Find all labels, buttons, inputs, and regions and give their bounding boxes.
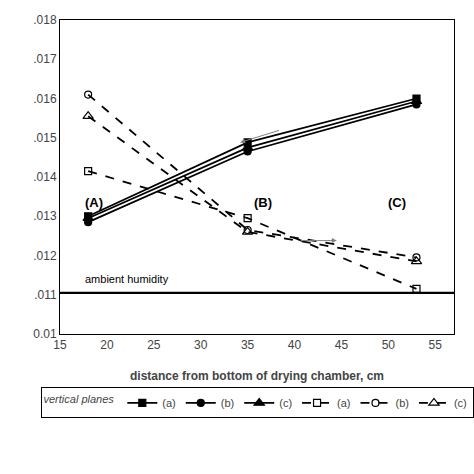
svg-text:(B): (B)	[254, 195, 272, 210]
svg-text:55: 55	[429, 338, 443, 352]
svg-text:.017: .017	[33, 52, 57, 66]
svg-text:(a): (a)	[162, 397, 175, 409]
svg-text:distance from bottom of drying: distance from bottom of drying chamber, …	[130, 369, 384, 383]
svg-text:(a): (a)	[337, 397, 350, 409]
svg-text:30: 30	[194, 338, 208, 352]
svg-text:.015: .015	[33, 131, 57, 145]
svg-text:(b): (b)	[396, 397, 409, 409]
svg-text:20: 20	[100, 338, 114, 352]
svg-text:40: 40	[288, 338, 302, 352]
svg-text:35: 35	[241, 338, 255, 352]
svg-text:(c): (c)	[279, 397, 292, 409]
svg-text:.013: .013	[33, 209, 57, 223]
svg-text:(c): (c)	[454, 397, 467, 409]
svg-text:ambient humidity: ambient humidity	[85, 273, 169, 285]
svg-text:.011: .011	[34, 288, 57, 302]
svg-text:50: 50	[382, 338, 396, 352]
svg-text:0.01: 0.01	[33, 327, 57, 341]
svg-text:.018: .018	[33, 13, 57, 27]
svg-text:.012: .012	[33, 249, 57, 263]
svg-text:15: 15	[53, 338, 67, 352]
svg-text:vertical planes: vertical planes	[44, 393, 115, 405]
svg-text:25: 25	[147, 338, 161, 352]
svg-text:(A): (A)	[85, 195, 103, 210]
svg-text:.014: .014	[33, 170, 57, 184]
svg-text:(b): (b)	[221, 397, 234, 409]
svg-text:.016: .016	[33, 92, 57, 106]
svg-text:(C): (C)	[388, 195, 406, 210]
svg-text:45: 45	[335, 338, 349, 352]
